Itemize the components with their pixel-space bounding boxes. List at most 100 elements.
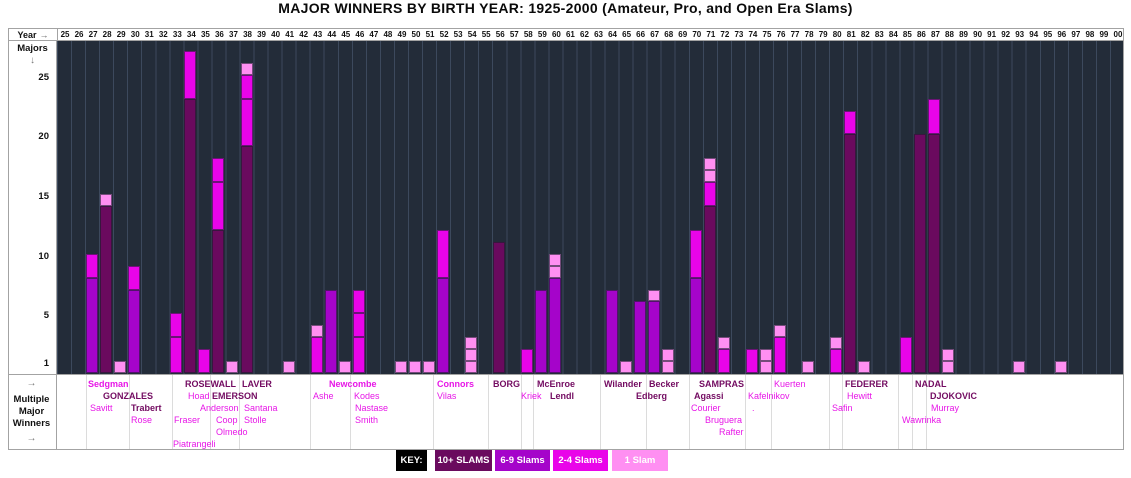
bar-column <box>535 289 548 373</box>
player-name-label: Kriek <box>521 391 542 401</box>
player-name-label: Agassi <box>694 391 724 401</box>
player-name-label: BORG <box>493 379 520 389</box>
player-name-label: Lendl <box>550 391 574 401</box>
player-name-label: Nastase <box>355 403 389 413</box>
names-separator-line <box>172 375 173 449</box>
year-tick: 25 <box>60 30 70 39</box>
year-tick: 93 <box>1015 30 1025 39</box>
year-tick: 39 <box>257 30 267 39</box>
bar-segment <box>928 98 941 135</box>
bar-segment <box>830 349 843 373</box>
bar-column <box>745 349 758 373</box>
year-tick: 53 <box>453 30 463 39</box>
y-axis-tick: 25 <box>38 71 49 83</box>
player-name-label: Edberg <box>636 391 668 401</box>
year-tick: 94 <box>1029 30 1039 39</box>
bar-segment <box>423 361 436 373</box>
bar-column <box>198 349 211 373</box>
bar-segment <box>408 361 421 373</box>
down-arrow-icon: ↓ <box>30 55 35 66</box>
year-tick: 35 <box>200 30 210 39</box>
y-axis-tick: 10 <box>38 250 49 262</box>
player-name-label: EMERSON <box>212 391 258 401</box>
year-tick: 70 <box>692 30 702 39</box>
bar-segment <box>759 349 772 362</box>
bar-segment <box>844 134 857 373</box>
player-name-label: Kafelnikov <box>748 391 790 401</box>
bar-column <box>114 361 127 373</box>
bar-segment <box>717 337 730 350</box>
names-separator-line <box>926 375 927 449</box>
player-name-label: Olmedo <box>216 427 248 437</box>
bar-segment <box>549 277 562 373</box>
majors-axis-label: Majors <box>17 43 48 54</box>
bar-column <box>830 337 843 373</box>
player-name-label: Piatrangeli <box>173 439 216 449</box>
year-tick: 63 <box>594 30 603 39</box>
bar-segment <box>226 361 239 373</box>
bar-segment <box>703 170 716 183</box>
bar-segment <box>212 229 225 373</box>
bar-segment <box>647 289 660 302</box>
bar-column <box>394 361 407 373</box>
player-name-label: Hoad <box>188 391 210 401</box>
player-name-label: DJOKOVIC <box>930 391 978 401</box>
bar-segment <box>128 265 141 290</box>
player-name-label: Connors <box>437 379 474 389</box>
y-axis-tick: 1 <box>43 358 49 370</box>
player-name-label: Bruguera <box>705 415 743 425</box>
y-axis-tick: 15 <box>38 191 49 203</box>
chart-title: MAJOR WINNERS BY BIRTH YEAR: 1925-2000 (… <box>278 0 853 16</box>
bar-column <box>212 158 225 373</box>
names-separator-line <box>912 375 913 449</box>
bar-segment <box>1012 361 1025 373</box>
year-tick: 73 <box>734 30 744 39</box>
bar-segment <box>212 158 225 183</box>
bar-segment <box>240 146 253 373</box>
bar-segment <box>703 182 716 206</box>
names-separator-line <box>689 375 690 449</box>
bar-segment <box>170 337 183 373</box>
year-tick: 47 <box>369 30 379 39</box>
year-tick: 58 <box>523 30 533 39</box>
bar-segment <box>493 241 506 373</box>
bar-segment <box>689 229 702 278</box>
year-tick: 77 <box>790 30 800 39</box>
bar-column <box>605 289 618 373</box>
player-name-label: ROSEWALL <box>185 379 236 389</box>
legend-item: 2-4 Slams <box>553 450 608 471</box>
bar-column <box>324 289 337 373</box>
names-separator-line <box>842 375 843 449</box>
names-separator-line <box>129 375 130 449</box>
bar-segment <box>240 62 253 75</box>
year-tick: 33 <box>172 30 182 39</box>
bar-segment <box>717 349 730 373</box>
player-name-label: Stolle <box>244 415 267 425</box>
bar-segment <box>759 361 772 373</box>
names-separator-line <box>829 375 830 449</box>
bar-column <box>549 253 562 373</box>
bar-segment <box>128 289 141 373</box>
bar-column <box>521 349 534 373</box>
bar-column <box>493 241 506 373</box>
bar-segment <box>914 134 927 373</box>
year-tick: 61 <box>565 30 575 39</box>
bar-segment <box>942 349 955 362</box>
year-tick: 37 <box>229 30 238 39</box>
player-name-label: Kuerten <box>774 379 806 389</box>
year-tick: 90 <box>973 30 983 39</box>
bar-column <box>86 253 99 373</box>
year-tick: 52 <box>439 30 449 39</box>
bar-column <box>900 337 913 373</box>
bar-segment <box>549 265 562 278</box>
names-separator-line <box>350 375 351 449</box>
bar-column <box>226 361 239 373</box>
year-tick: 85 <box>902 30 912 39</box>
bar-segment <box>1054 361 1067 373</box>
year-tick: 66 <box>636 30 646 39</box>
major-label: Major <box>18 406 45 417</box>
bar-segment <box>310 325 323 338</box>
bar-column <box>619 361 632 373</box>
year-tick: 30 <box>130 30 140 39</box>
player-name-label: Rafter <box>719 427 744 437</box>
